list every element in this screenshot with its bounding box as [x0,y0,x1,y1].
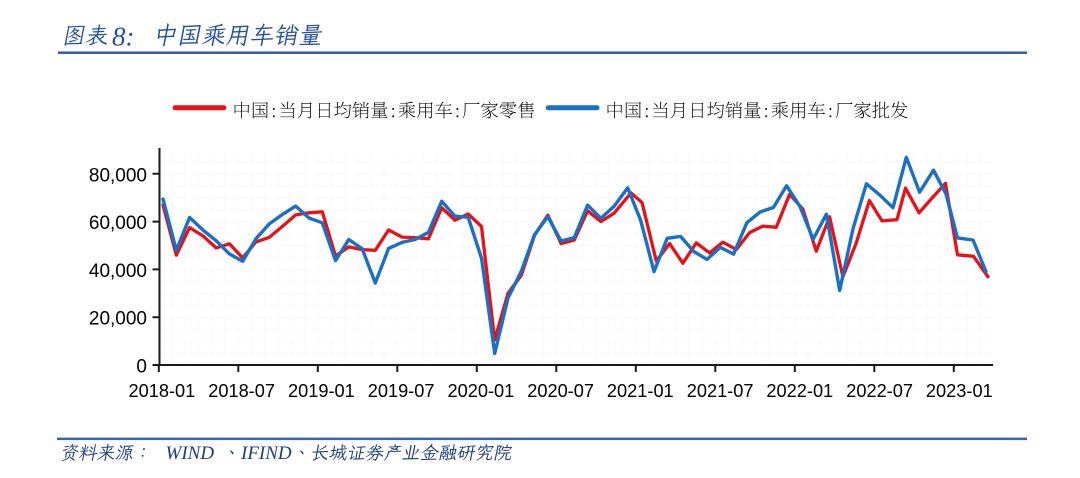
svg-text:WIND: WIND [166,443,215,464]
svg-text:2020-01: 2020-01 [448,381,515,401]
svg-text:60,000: 60,000 [89,213,147,234]
svg-text:2020-07: 2020-07 [527,381,594,401]
svg-text:2023-01: 2023-01 [926,381,993,401]
svg-text:2021-07: 2021-07 [687,381,754,401]
svg-text:20,000: 20,000 [89,309,147,330]
svg-text:2022-07: 2022-07 [846,381,913,401]
svg-text:0: 0 [136,357,147,378]
svg-text:80,000: 80,000 [89,165,147,186]
svg-text:8:: 8: [112,22,135,52]
svg-text:2019-01: 2019-01 [288,381,355,401]
svg-text:2018-07: 2018-07 [208,381,275,401]
svg-text:2018-01: 2018-01 [129,381,196,401]
svg-text:2019-07: 2019-07 [368,381,435,401]
svg-text:2022-01: 2022-01 [766,381,833,401]
svg-text:2021-01: 2021-01 [607,381,674,401]
svg-text:40,000: 40,000 [89,261,147,282]
svg-text:IFIND: IFIND [240,443,292,464]
